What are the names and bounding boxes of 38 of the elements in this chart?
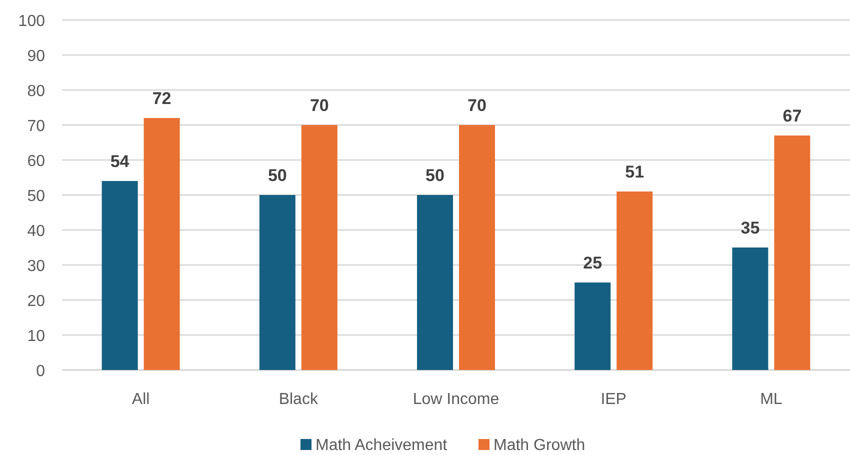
bar xyxy=(616,192,653,370)
y-tick-label: 10 xyxy=(27,328,46,345)
bar xyxy=(102,181,138,370)
bar xyxy=(417,195,453,370)
bar xyxy=(459,125,495,370)
data-label: 50 xyxy=(268,166,287,185)
data-label: 51 xyxy=(625,162,644,182)
bar xyxy=(574,282,611,370)
legend-label: Math Acheivement xyxy=(316,437,448,454)
legend-label: Math Growth xyxy=(494,437,586,454)
x-tick-label: Black xyxy=(278,391,319,408)
bar xyxy=(774,136,810,370)
data-label: 72 xyxy=(152,89,172,108)
bar xyxy=(144,118,180,370)
x-tick-label: All xyxy=(132,391,150,408)
bar xyxy=(301,125,338,370)
data-label: 35 xyxy=(740,218,760,238)
data-label: 25 xyxy=(583,254,602,272)
y-tick-label: 80 xyxy=(27,83,46,100)
data-label: 70 xyxy=(468,96,486,115)
y-tick-label: 0 xyxy=(36,363,46,380)
bar xyxy=(259,195,296,370)
y-tick-label: 90 xyxy=(27,48,46,65)
y-tick-label: 40 xyxy=(27,223,46,240)
y-tick-label: 20 xyxy=(27,293,46,310)
y-tick-label: 100 xyxy=(18,13,46,30)
data-label: 70 xyxy=(310,96,329,115)
data-label: 54 xyxy=(110,152,130,171)
data-label: 50 xyxy=(426,166,444,185)
data-label: 67 xyxy=(782,106,802,126)
x-tick-label: ML xyxy=(760,391,782,408)
y-tick-label: 70 xyxy=(27,118,46,135)
y-tick-label: 50 xyxy=(27,188,46,205)
x-tick-label: IEP xyxy=(600,391,626,408)
bar xyxy=(732,248,768,370)
y-tick-label: 30 xyxy=(27,258,46,275)
y-tick-label: 60 xyxy=(27,153,46,170)
x-tick-label: Low Income xyxy=(412,391,500,408)
